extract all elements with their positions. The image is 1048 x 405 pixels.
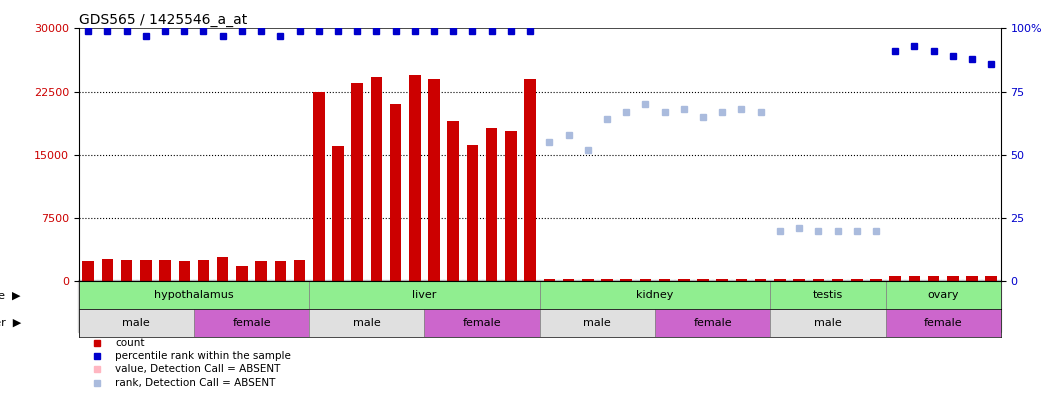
Bar <box>256 261 267 281</box>
Bar <box>540 281 770 309</box>
Bar <box>194 309 309 337</box>
Text: kidney: kidney <box>636 290 674 301</box>
Text: value, Detection Call = ABSENT: value, Detection Call = ABSENT <box>115 364 281 375</box>
Text: GDS565 / 1425546_a_at: GDS565 / 1425546_a_at <box>79 13 247 27</box>
Bar <box>198 260 210 281</box>
Text: testis: testis <box>813 290 843 301</box>
Text: male: male <box>353 318 380 328</box>
Bar <box>697 279 708 281</box>
Bar <box>524 79 536 281</box>
Text: male: male <box>584 318 611 328</box>
Bar <box>409 75 420 281</box>
Bar <box>717 279 728 281</box>
Bar <box>83 261 94 281</box>
Bar <box>870 279 881 281</box>
Text: male: male <box>814 318 842 328</box>
Bar <box>429 79 440 281</box>
Bar <box>275 261 286 281</box>
Bar <box>544 279 555 281</box>
Bar <box>178 261 190 281</box>
Bar <box>602 279 613 281</box>
Bar <box>985 275 997 281</box>
Bar <box>309 309 424 337</box>
Bar <box>447 121 459 281</box>
Text: rank, Detection Call = ABSENT: rank, Detection Call = ABSENT <box>115 378 276 388</box>
Bar <box>793 279 805 281</box>
Bar <box>466 145 478 281</box>
Text: female: female <box>694 318 732 328</box>
Text: female: female <box>924 318 962 328</box>
Bar <box>371 77 383 281</box>
Bar <box>332 147 344 281</box>
Text: hypothalamus: hypothalamus <box>154 290 234 301</box>
Text: male: male <box>123 318 150 328</box>
Bar <box>851 279 863 281</box>
Text: percentile rank within the sample: percentile rank within the sample <box>115 351 291 361</box>
Bar <box>236 266 247 281</box>
Bar <box>927 275 939 281</box>
Bar <box>639 279 651 281</box>
Bar <box>620 279 632 281</box>
Text: liver: liver <box>412 290 437 301</box>
Bar <box>655 309 770 337</box>
Bar <box>351 83 363 281</box>
Bar <box>563 279 574 281</box>
Bar <box>121 260 132 281</box>
Bar <box>159 260 171 281</box>
Bar <box>313 92 325 281</box>
Bar <box>540 309 655 337</box>
Bar <box>582 279 593 281</box>
Bar <box>774 279 786 281</box>
Bar <box>886 309 1001 337</box>
Bar <box>486 128 498 281</box>
Bar <box>966 275 978 281</box>
Bar <box>736 279 747 281</box>
Text: ovary: ovary <box>927 290 959 301</box>
Bar <box>79 309 194 337</box>
Bar <box>755 279 766 281</box>
Bar <box>832 279 844 281</box>
Bar <box>309 281 540 309</box>
Bar <box>909 275 920 281</box>
Text: count: count <box>115 338 145 348</box>
Bar <box>947 275 959 281</box>
Bar <box>770 281 886 309</box>
Bar <box>659 279 671 281</box>
Bar <box>812 279 824 281</box>
Bar <box>79 281 309 309</box>
Text: female: female <box>463 318 501 328</box>
Text: gender  ▶: gender ▶ <box>0 318 21 328</box>
Bar <box>890 275 901 281</box>
Bar <box>293 260 305 281</box>
Bar <box>424 309 540 337</box>
Text: tissue  ▶: tissue ▶ <box>0 290 21 301</box>
Bar <box>140 260 152 281</box>
Bar <box>770 309 886 337</box>
Text: female: female <box>233 318 270 328</box>
Bar <box>390 104 401 281</box>
Bar <box>217 257 228 281</box>
Bar <box>505 131 517 281</box>
Bar <box>102 259 113 281</box>
Bar <box>886 281 1001 309</box>
Bar <box>678 279 690 281</box>
